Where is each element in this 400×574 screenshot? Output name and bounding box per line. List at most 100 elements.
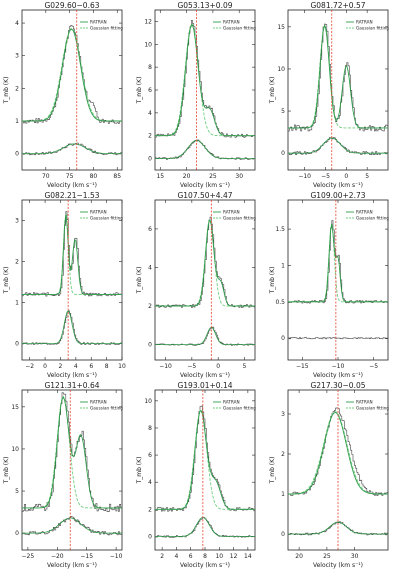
y-tick-label: 1: [281, 262, 285, 269]
plot-frame: [287, 9, 389, 171]
legend-ratran-label: RATRAN: [90, 400, 107, 405]
x-axis-label: Velocity (km s⁻¹): [313, 182, 363, 189]
observed-spectrum: [155, 216, 255, 308]
y-tick-label: 2: [15, 259, 19, 266]
y-tick-label: 0: [281, 150, 285, 157]
plot-frame: [154, 199, 256, 361]
legend-gauss-label: Gaussian fitting: [90, 216, 123, 221]
x-tick-label: 0: [216, 363, 220, 370]
gaussian-fit-line: [22, 27, 122, 122]
x-tick-label: 25: [323, 553, 331, 560]
lower-spectrum: [22, 516, 122, 536]
legend-gauss-label: Gaussian fitting: [356, 26, 389, 31]
observed-spectrum: [22, 211, 122, 297]
y-tick-label: 0: [15, 341, 19, 348]
lower-model-line: [22, 143, 122, 155]
panel-title: G121.31+0.64: [44, 381, 99, 390]
gaussian-fit-line: [288, 223, 388, 303]
x-tick-label: 85: [113, 173, 121, 180]
observed-spectrum: [288, 220, 388, 304]
y-axis-label: T_mb (K): [136, 267, 143, 295]
lower-spectrum: [22, 310, 122, 345]
x-tick-label: 5: [365, 173, 369, 180]
y-tick-label: 4: [148, 264, 152, 271]
y-tick-label: 2: [148, 133, 152, 140]
panel-8: G193.01+0.14 2 4 6 8 10 12 14 0 2 4 6 8 10 Velocity (k…: [136, 381, 256, 569]
plot-frame: [21, 389, 123, 551]
legend-ratran-label: RATRAN: [356, 20, 373, 25]
y-axis-label: T_mb (K): [3, 457, 10, 485]
x-tick-label: 4: [175, 553, 179, 560]
x-tick-label: −10: [110, 553, 123, 560]
x-tick-label: −5: [369, 363, 378, 370]
legend-gauss-label: Gaussian fitting: [356, 406, 389, 411]
legend-gauss-label: Gaussian fitting: [90, 406, 123, 411]
panel-7: G121.31+0.64 −25 −20 −15 −10 0 5 10 15 Velocity (…: [3, 381, 123, 569]
y-tick-label: 2: [148, 506, 152, 513]
x-tick-label: 0: [43, 363, 47, 370]
plot-area: [155, 200, 255, 360]
x-tick-label: 6: [89, 363, 93, 370]
y-axis-label: T_mb (K): [136, 457, 143, 485]
y-tick-label: 0: [15, 530, 19, 537]
ratran-model-line: [22, 214, 122, 295]
lower-spectrum: [155, 139, 255, 160]
y-tick-label: 0: [148, 533, 152, 540]
x-tick-label: 80: [90, 173, 98, 180]
y-tick-label: 1: [15, 300, 19, 307]
plot-frame: [154, 389, 256, 551]
panel-1: G029.60−0.63 70 75 80 85 0 1 2 3 4 Velocity (km s⁻…: [3, 1, 123, 189]
y-tick-label: 3: [15, 53, 19, 60]
gaussian-fit-line: [155, 23, 255, 137]
x-axis-label: Velocity (km s⁻¹): [180, 182, 230, 189]
x-tick-label: 20: [183, 173, 191, 180]
panel-title: G081.72+0.57: [310, 1, 365, 10]
panel-9: G217.30−0.05 20 25 30 0 1 2 3 Velocity (km s⁻¹) T…: [269, 381, 389, 569]
y-tick-label: 0: [281, 531, 285, 538]
lower-spectrum: [22, 142, 122, 156]
x-tick-label: −2: [25, 363, 34, 370]
plot-frame: [287, 199, 389, 361]
ratran-model-line: [155, 410, 255, 510]
y-tick-label: 0: [148, 156, 152, 163]
x-tick-label: −15: [80, 553, 93, 560]
lower-model-line: [22, 310, 122, 344]
y-tick-label: 12: [144, 18, 152, 25]
x-tick-label: 15: [156, 173, 164, 180]
x-tick-label: 30: [351, 553, 359, 560]
legend-ratran-label: RATRAN: [223, 400, 240, 405]
y-tick-label: 0: [281, 335, 285, 342]
y-axis-label: T_mb (K): [269, 77, 276, 105]
legend-gauss-label: Gaussian fitting: [223, 406, 256, 411]
plot-frame: [287, 389, 389, 551]
x-axis-label: Velocity (km s⁻¹): [47, 182, 97, 189]
observed-spectrum: [288, 23, 388, 132]
x-tick-label: 12: [230, 553, 238, 560]
ratran-model-line: [288, 25, 388, 129]
x-axis-label: Velocity (km s⁻¹): [47, 562, 97, 569]
y-tick-label: 10: [11, 446, 19, 453]
panel-title: G053.13+0.09: [177, 1, 232, 10]
x-tick-label: 8: [203, 553, 207, 560]
x-tick-label: 2: [160, 553, 164, 560]
plot-area: [155, 10, 255, 170]
lower-model-line: [155, 517, 255, 537]
x-tick-label: 14: [244, 553, 252, 560]
x-tick-label: 75: [66, 173, 74, 180]
x-axis-label: Velocity (km s⁻¹): [313, 372, 363, 379]
x-axis-label: Velocity (km s⁻¹): [180, 372, 230, 379]
panel-title: G082.21−1.53: [44, 191, 99, 200]
lower-spectrum: [155, 326, 255, 346]
x-tick-label: −5: [187, 363, 196, 370]
legend-ratran-label: RATRAN: [90, 210, 107, 215]
lower-model-line: [288, 521, 388, 535]
observed-spectrum: [22, 392, 122, 512]
ratran-model-line: [22, 28, 122, 122]
x-tick-label: 10: [118, 363, 126, 370]
legend-gauss-label: Gaussian fitting: [223, 216, 256, 221]
panel-title: G217.30−0.05: [310, 381, 365, 390]
y-tick-label: 4: [148, 479, 152, 486]
gaussian-fit-line: [288, 24, 388, 129]
panel-title: G107.50+4.47: [177, 191, 232, 200]
x-tick-label: 10: [215, 553, 223, 560]
